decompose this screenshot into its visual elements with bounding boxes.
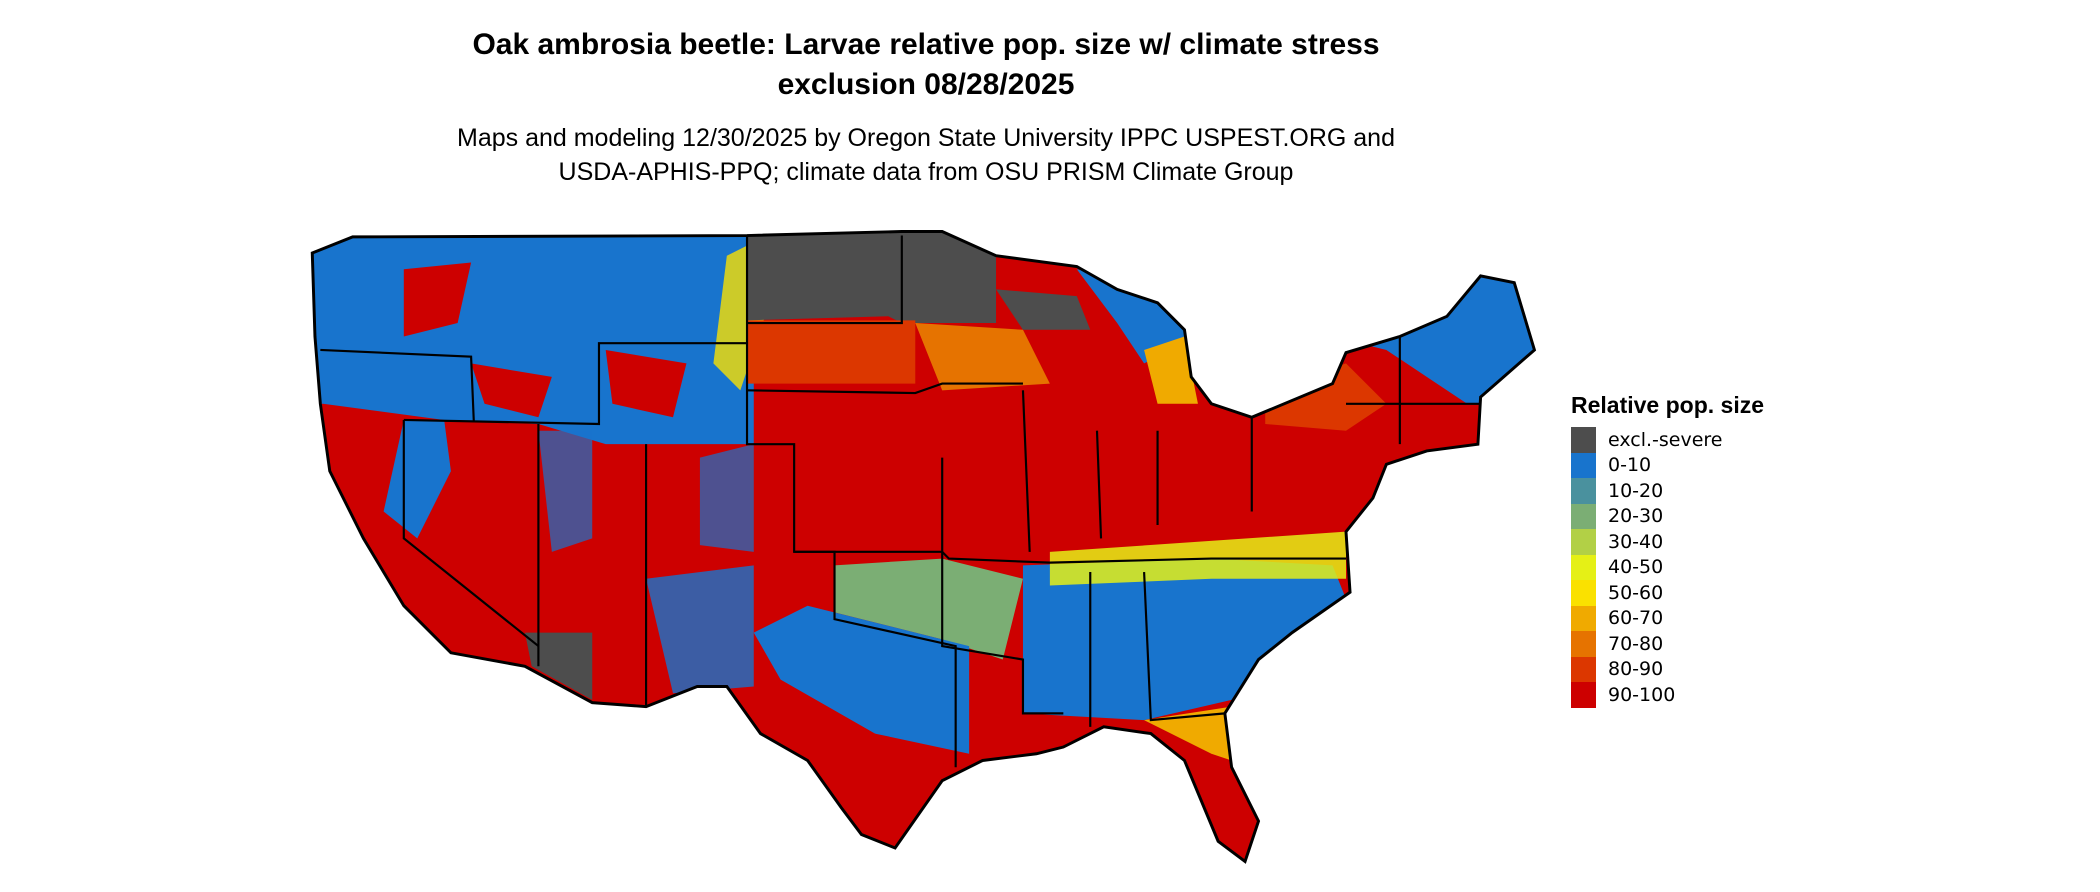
legend-item: 70-80 (1571, 631, 1764, 657)
legend-label: 50-60 (1608, 581, 1664, 604)
legend-item: 10-20 (1571, 478, 1764, 504)
legend-item: 0-10 (1571, 452, 1764, 478)
legend-items: excl.-severe 0-10 10-20 20-30 30-40 40-50 50-6… (1571, 427, 1764, 708)
legend-swatch (1571, 682, 1596, 708)
legend-label: 20-30 (1608, 505, 1664, 528)
legend-label: 0-10 (1608, 454, 1652, 477)
legend-item: 30-40 (1571, 529, 1764, 555)
legend-swatch (1571, 554, 1596, 580)
legend-item: 50-60 (1571, 580, 1764, 606)
legend-item: 20-30 (1571, 503, 1764, 529)
legend-swatch (1571, 631, 1596, 657)
legend-swatch (1571, 605, 1596, 631)
legend-label: 70-80 (1608, 632, 1664, 655)
legend-label: excl.-severe (1608, 428, 1723, 451)
legend-label: 30-40 (1608, 530, 1664, 553)
legend-title: Relative pop. size (1571, 392, 1765, 418)
legend-swatch (1571, 503, 1596, 529)
legend-item: 90-100 (1571, 682, 1764, 708)
legend-swatch (1571, 529, 1596, 555)
legend-swatch (1571, 478, 1596, 504)
legend-swatch (1571, 656, 1596, 682)
state-borders (320, 235, 1481, 768)
legend-swatch (1571, 580, 1596, 606)
legend-label: 60-70 (1608, 607, 1664, 630)
legend-label: 10-20 (1608, 479, 1664, 502)
map-title-line-1: Oak ambrosia beetle: Larvae relative pop… (472, 28, 1380, 61)
map-subtitle-line-2: USDA-APHIS-PPQ; climate data from OSU PR… (558, 158, 1294, 186)
legend-swatch (1571, 427, 1596, 453)
legend-item: 80-90 (1571, 656, 1764, 682)
legend-swatch (1571, 452, 1596, 478)
legend-label: 90-100 (1608, 683, 1676, 706)
map-subtitle-line-1: Maps and modeling 12/30/2025 by Oregon S… (457, 124, 1395, 152)
map-title-line-2: exclusion 08/28/2025 (777, 68, 1075, 101)
legend-label: 40-50 (1608, 556, 1664, 579)
legend: Relative pop. size excl.-severe 0-10 10-20… (1571, 392, 1764, 708)
legend-label: 80-90 (1608, 658, 1664, 681)
legend-item: 40-50 (1571, 554, 1764, 580)
legend-item: 60-70 (1571, 605, 1764, 631)
legend-item: excl.-severe (1571, 427, 1764, 453)
